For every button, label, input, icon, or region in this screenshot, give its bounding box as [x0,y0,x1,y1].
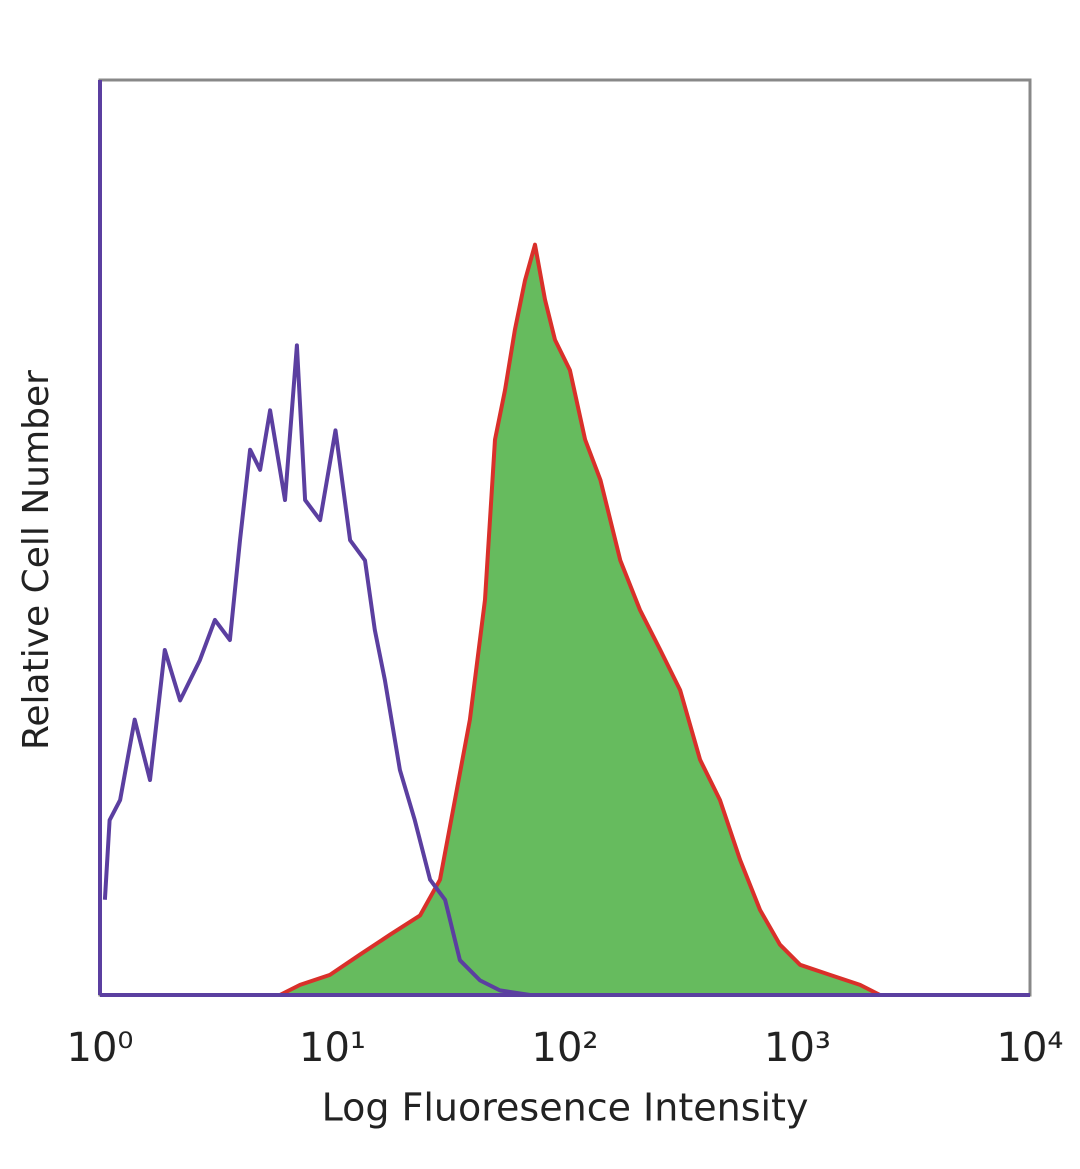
x-tick-label: 10³ [764,1025,831,1071]
x-axis-label: Log Fluoresence Intensity [322,1086,809,1130]
area [279,244,880,995]
x-tick-label: 10⁰ [67,1025,134,1071]
x-tick-label: 10¹ [299,1025,366,1071]
line [279,242,881,997]
y-axis-label: Relative Cell Number [16,370,57,750]
line [102,343,531,997]
x-tick-label: 10⁴ [997,1025,1064,1071]
x-tick-label: 10² [532,1025,599,1071]
